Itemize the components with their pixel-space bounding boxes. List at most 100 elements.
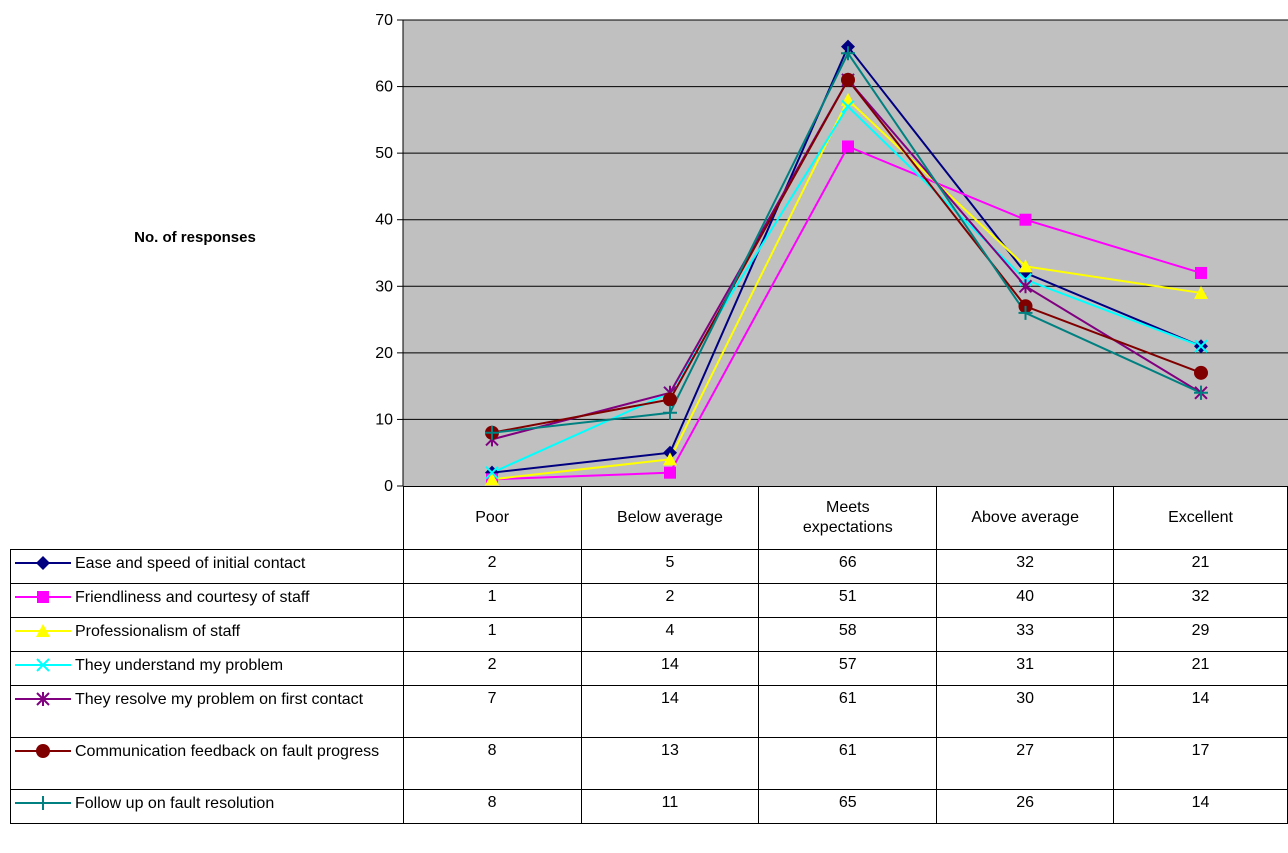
table-cell-value: 51 [758,583,938,618]
table-cell-value: 65 [758,789,938,824]
legend-marker-communication-feedback-on-fault-progress [36,744,50,758]
x-category-label: Excellent [1113,486,1288,550]
table-cell-value: 8 [402,789,582,824]
table-cell-value: 17 [1113,737,1288,790]
legend-key-ease-and-speed-of-initial-contact [15,556,71,570]
point-professionalism-of-staff-1 [485,472,499,486]
legend-marker-follow-up-on-fault-resolution [36,796,50,810]
point-follow-up-on-fault-resolution-1 [485,425,499,440]
table-cell-value: 61 [758,737,938,790]
data-table: Poor Below average Meets expectations Above … [10,486,1288,824]
table-cell-value: 21 [1113,651,1288,686]
table-cell-value: 5 [580,549,760,584]
series-name: Friendliness and courtesy of staff [75,589,310,606]
legend-key-follow-up-on-fault-resolution [15,796,71,810]
point-communication-feedback-on-fault-progress-2 [663,392,677,407]
y-axis-label: No. of responses [134,229,256,246]
y-tick-label-20: 20 [375,345,393,362]
point-professionalism-of-staff-5 [1194,285,1208,299]
table-row: Professionalism of staff 1 4 58 33 29 [10,617,1288,652]
series-name: Ease and speed of initial contact [75,555,306,572]
table-cell-value: 8 [402,737,582,790]
point-professionalism-of-staff-4 [1018,259,1033,273]
legend-marker-ease-and-speed-of-initial-contact [36,556,50,570]
table-cell-value: 32 [936,549,1115,584]
table-cell-value: 27 [936,737,1115,790]
series-markers [485,39,1208,486]
point-professionalism-of-staff-2 [663,452,677,466]
table-row: Communication feedback on fault progress… [10,737,1288,790]
table-cell-value: 31 [936,651,1115,686]
table-cell-value: 29 [1113,617,1288,652]
point-follow-up-on-fault-resolution-5 [1194,385,1208,400]
legend-key-professionalism-of-staff [15,624,71,637]
table-cell-value: 11 [580,789,760,824]
point-they-understand-my-problem-5 [1194,339,1208,353]
table-cell-value: 14 [1113,789,1288,824]
legend-marker-professionalism-of-staff [36,624,50,637]
legend-marker-friendliness-and-courtesy-of-staff [37,591,49,603]
table-cell-value: 30 [936,685,1115,738]
legend-marker-they-resolve-my-problem-on-first-contact [36,692,50,706]
table-row: They resolve my problem on first contact… [10,685,1288,738]
y-tick-label-60: 60 [375,79,393,96]
table-cell-value: 14 [580,685,760,738]
point-communication-feedback-on-fault-progress-3 [841,72,855,87]
table-cell-value: 57 [758,651,938,686]
point-they-understand-my-problem-1 [485,465,499,480]
table-cell-value: 14 [580,651,760,686]
series-name: They resolve my problem on first contact [75,691,364,708]
table-cell-value: 1 [402,583,582,618]
legend-key-communication-feedback-on-fault-progress [15,744,71,758]
table-corner [10,486,404,550]
table-cell-value: 61 [758,685,938,738]
legend-key-they-resolve-my-problem-on-first-contact [15,692,71,706]
point-follow-up-on-fault-resolution-4 [1018,305,1033,320]
point-friendliness-and-courtesy-of-staff-5 [1195,266,1207,279]
table-row: Ease and speed of initial contact 2 5 66 32 2… [10,549,1288,584]
table-cell-value: 2 [402,651,582,686]
point-follow-up-on-fault-resolution-3 [841,46,855,61]
series-name: Follow up on fault resolution [75,795,275,812]
table-row: Follow up on fault resolution 8 11 65 26 14 [10,789,1288,824]
point-communication-feedback-on-fault-progress-5 [1194,365,1208,380]
legend-key-friendliness-and-courtesy-of-staff [15,591,71,603]
table-cell-value: 7 [402,685,582,738]
table-cell-value: 2 [580,583,760,618]
y-tick-label-70: 70 [375,12,393,29]
table-cell-value: 4 [580,617,760,652]
table-cell-value: 26 [936,789,1115,824]
series-name: Professionalism of staff [75,623,241,640]
y-tick-label-50: 50 [375,145,393,162]
table-cell-value: 14 [1113,685,1288,738]
table-row: Friendliness and courtesy of staff 1 2 51 40… [10,583,1288,618]
table-cell-value: 13 [580,737,760,790]
x-category-label: Below average [580,486,760,550]
point-follow-up-on-fault-resolution-2 [663,405,677,420]
table-cell-value: 1 [402,617,582,652]
table-cell-value: 33 [936,617,1115,652]
point-friendliness-and-courtesy-of-staff-3 [842,140,854,153]
table-cell-value: 21 [1113,549,1288,584]
y-tick-label-10: 10 [375,411,393,428]
table-cell-value: 2 [402,549,582,584]
series-name: They understand my problem [75,657,284,674]
point-friendliness-and-courtesy-of-staff-4 [1019,213,1032,226]
y-tick-label-30: 30 [375,278,393,295]
point-they-understand-my-problem-3 [841,99,855,114]
x-category-label: Above average [936,486,1115,550]
table-cell-value: 58 [758,617,938,652]
table-cell-value: 32 [1113,583,1288,618]
x-category-label: Poor [402,486,582,550]
table-cell-value: 40 [936,583,1115,618]
point-friendliness-and-courtesy-of-staff-2 [664,466,676,479]
series-name: Communication feedback on fault progress [75,743,380,760]
table-cell-value: 66 [758,549,938,584]
x-category-label: Meets expectations [758,486,938,550]
table-row: They understand my problem 2 14 57 31 21 [10,651,1288,686]
gridlines [403,19,1288,420]
legend-marker-they-understand-my-problem [36,658,50,672]
y-tick-label-40: 40 [375,212,393,229]
